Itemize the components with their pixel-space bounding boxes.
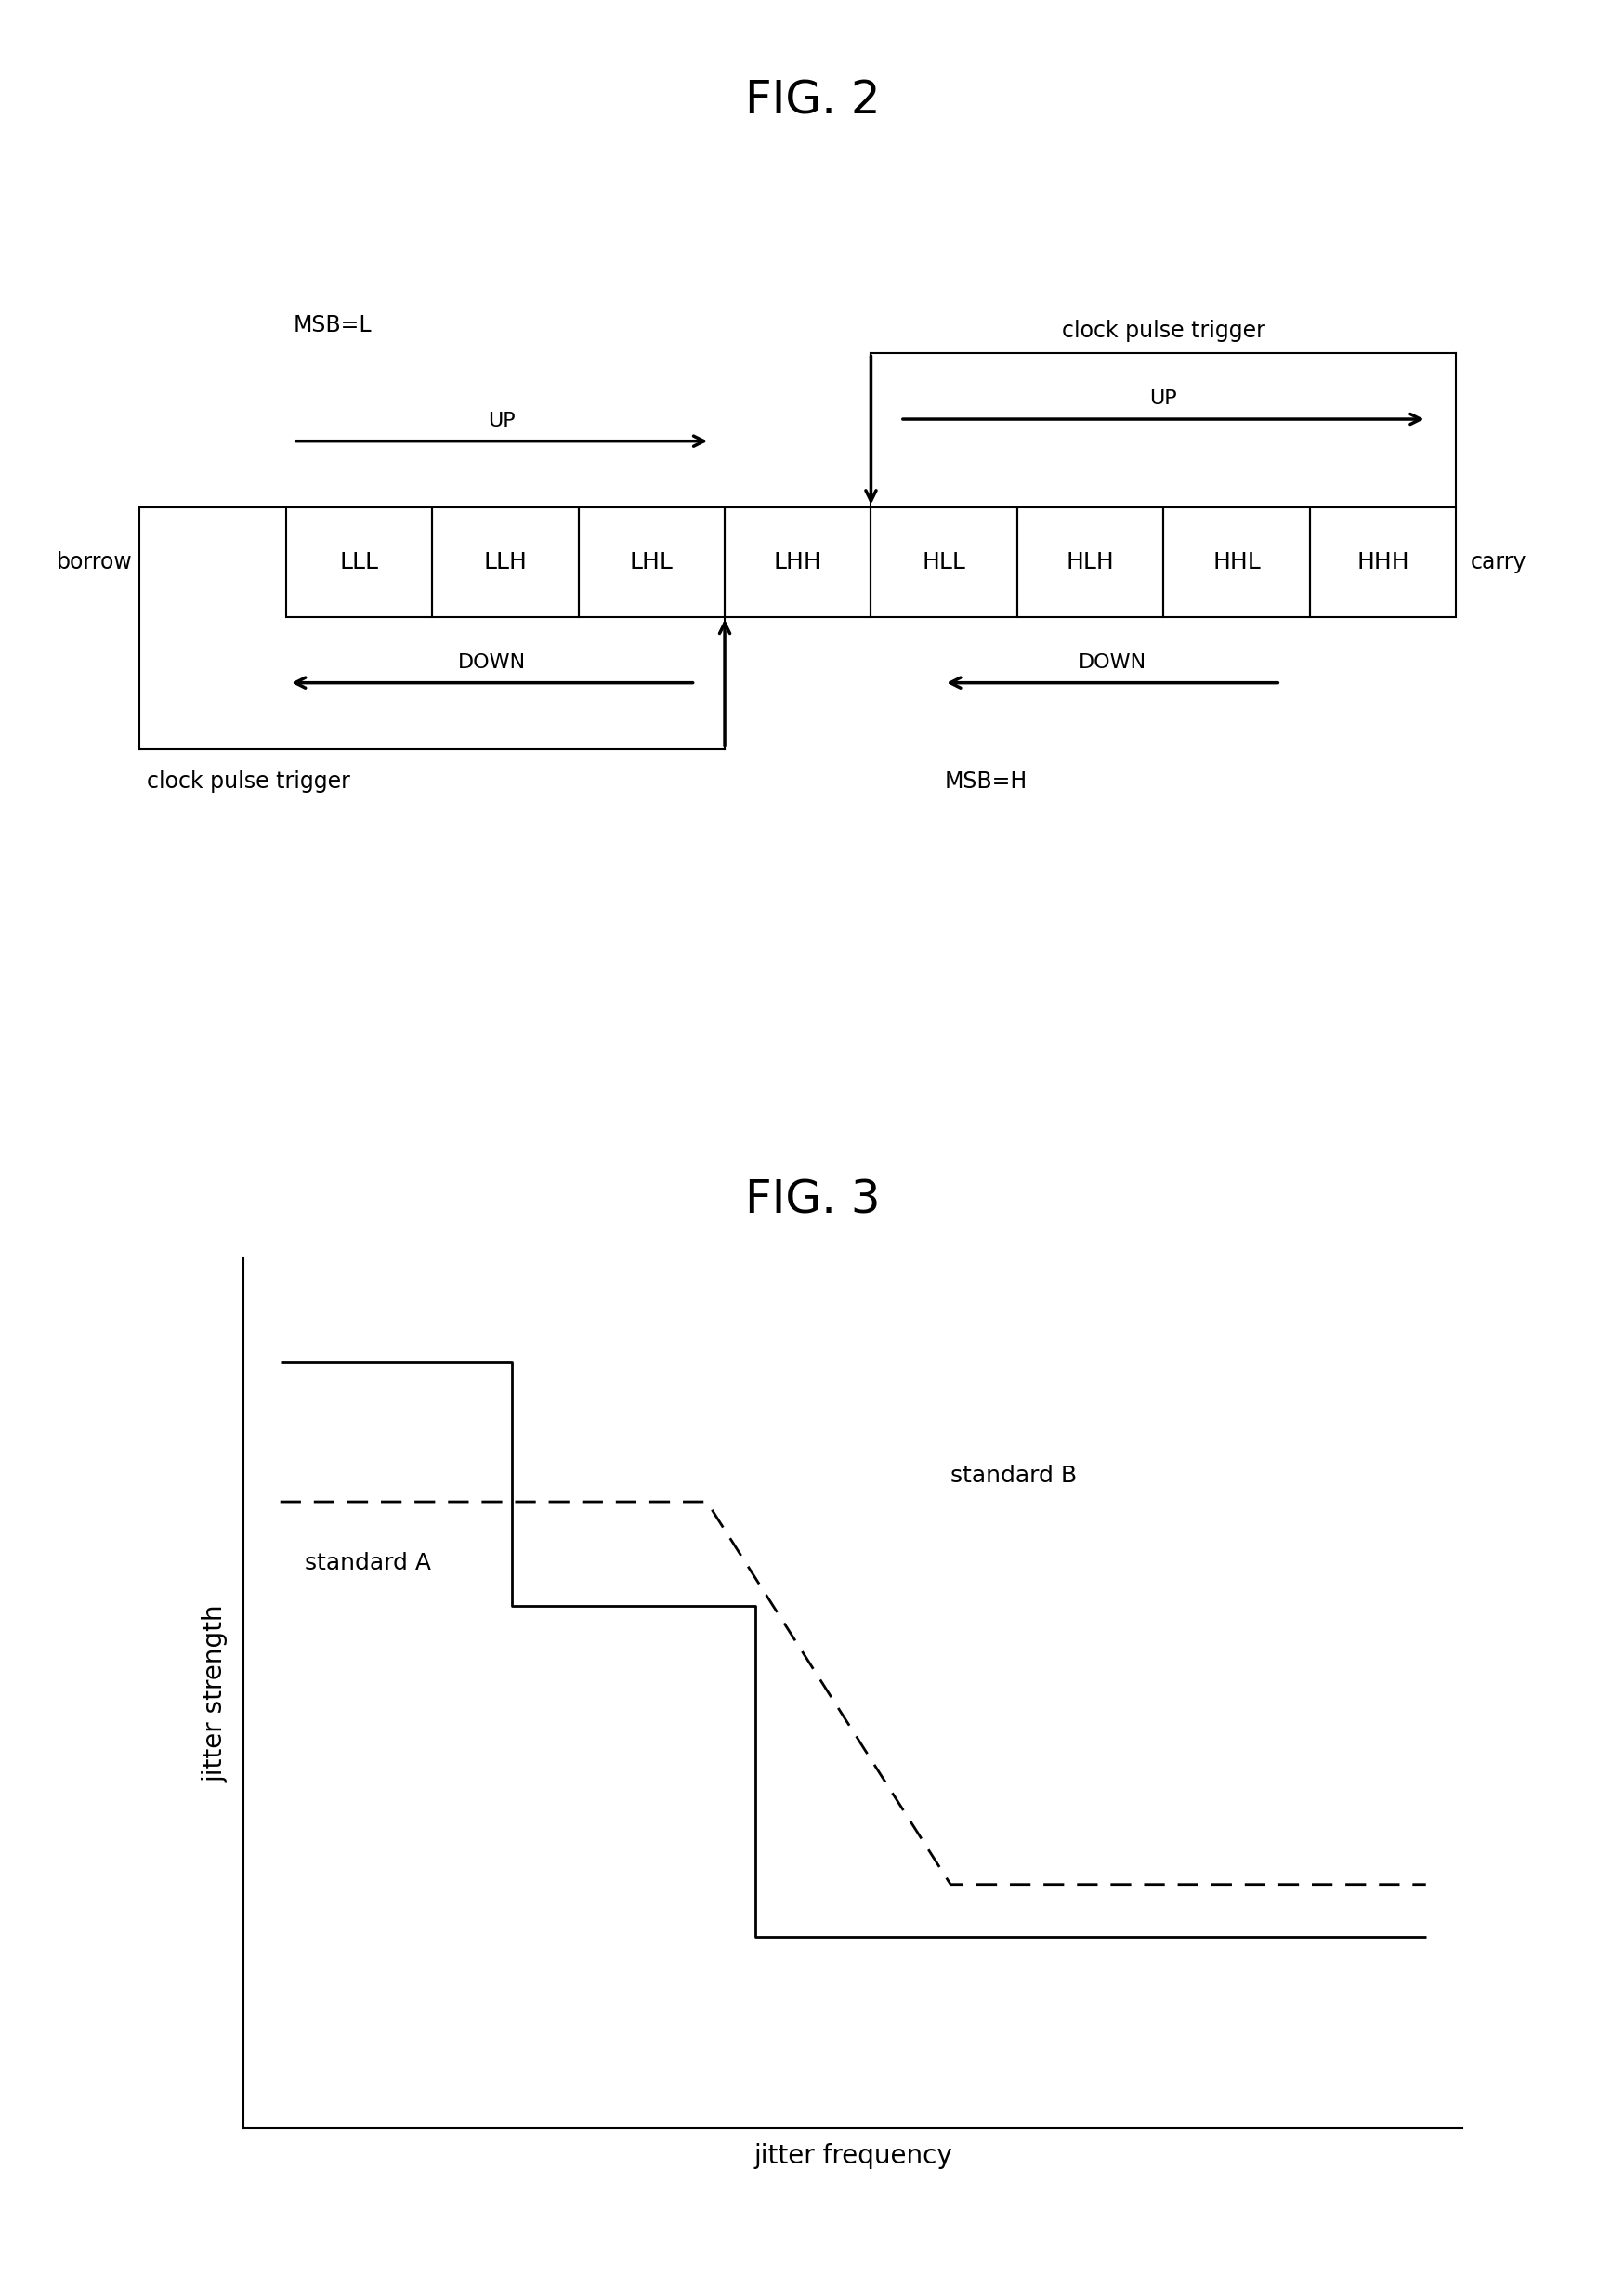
Bar bbox=[1309, 508, 1455, 618]
Text: borrow: borrow bbox=[57, 551, 133, 572]
Text: UP: UP bbox=[487, 412, 515, 430]
Text: DOWN: DOWN bbox=[458, 652, 526, 673]
Bar bbox=[724, 508, 870, 618]
Text: LLH: LLH bbox=[484, 551, 526, 572]
Text: standard A: standard A bbox=[305, 1551, 430, 1574]
Text: carry: carry bbox=[1470, 551, 1527, 572]
Text: HLL: HLL bbox=[922, 551, 965, 572]
Text: HHH: HHH bbox=[1356, 551, 1408, 572]
Text: clock pulse trigger: clock pulse trigger bbox=[1060, 320, 1265, 343]
Bar bbox=[870, 508, 1017, 618]
Text: FIG. 3: FIG. 3 bbox=[744, 1178, 880, 1222]
Text: DOWN: DOWN bbox=[1078, 652, 1145, 673]
Text: standard B: standard B bbox=[950, 1464, 1077, 1487]
Text: MSB=H: MSB=H bbox=[944, 771, 1026, 794]
Text: LHL: LHL bbox=[630, 551, 672, 572]
Bar bbox=[1017, 508, 1163, 618]
Text: FIG. 2: FIG. 2 bbox=[744, 78, 880, 124]
Text: LHH: LHH bbox=[773, 551, 822, 572]
Bar bbox=[578, 508, 724, 618]
Text: HLH: HLH bbox=[1065, 551, 1114, 572]
Text: clock pulse trigger: clock pulse trigger bbox=[148, 771, 351, 794]
Text: MSB=L: MSB=L bbox=[292, 313, 372, 336]
Bar bbox=[286, 508, 432, 618]
Y-axis label: jitter strength: jitter strength bbox=[201, 1604, 227, 1782]
Bar bbox=[432, 508, 578, 618]
Bar bbox=[1163, 508, 1309, 618]
Text: HHL: HHL bbox=[1212, 551, 1260, 572]
X-axis label: jitter frequency: jitter frequency bbox=[754, 2144, 952, 2169]
Text: LLL: LLL bbox=[339, 551, 378, 572]
Text: UP: UP bbox=[1150, 389, 1176, 407]
